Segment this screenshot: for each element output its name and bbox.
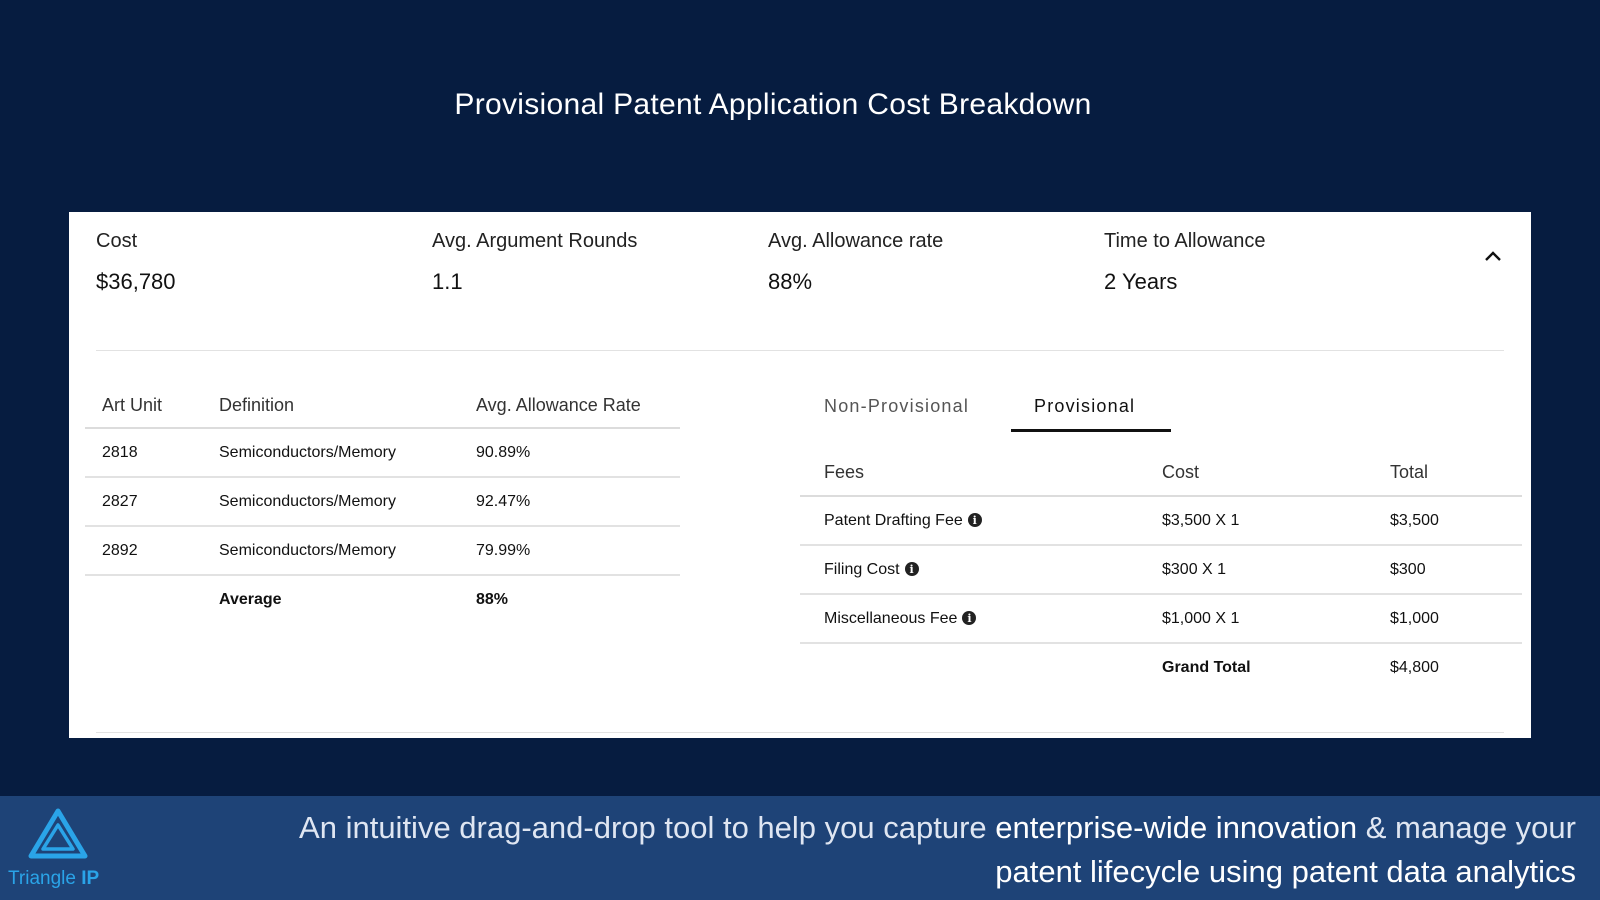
table-header-row: Art Unit Definition Avg. Allowance Rate <box>85 384 680 429</box>
table-row: Filing Cost i $300 X 1 $300 <box>800 545 1522 595</box>
stat-argument-rounds: Avg. Argument Rounds 1.1 <box>432 230 752 295</box>
table-header-row: Fees Cost Total <box>800 450 1522 497</box>
empty-cell <box>800 643 1138 692</box>
fee-panel: Non-Provisional Provisional Fees Cost To… <box>800 384 1522 692</box>
table-row: 2818 Semiconductors/Memory 90.89% <box>85 428 680 478</box>
logo-suffix: IP <box>81 868 100 889</box>
tagline-highlight: patent lifecycle using patent data analy… <box>995 854 1576 889</box>
stat-label: Cost <box>96 230 138 252</box>
chevron-up-icon <box>1485 251 1501 261</box>
divider <box>96 732 1504 733</box>
column-header: Art Unit <box>85 384 202 429</box>
stat-time-to-allowance: Time to Allowance 2 Years <box>1104 230 1424 295</box>
average-label: Average <box>219 591 282 608</box>
stat-value: $36,780 <box>96 269 176 294</box>
table-row: Patent Drafting Fee i $3,500 X 1 $3,500 <box>800 496 1522 546</box>
fee-cost-cell: $300 X 1 <box>1138 545 1366 595</box>
fee-name: Filing Cost <box>824 560 900 578</box>
fee-total-cell: $1,000 <box>1366 594 1522 644</box>
column-header: Definition <box>202 384 459 429</box>
tagline-highlight: enterprise-wide innovation <box>995 810 1358 845</box>
tab-non-provisional[interactable]: Non-Provisional <box>824 396 970 416</box>
allowance-rate-cell: 90.89% <box>459 428 680 478</box>
grand-total-label: Grand Total <box>1162 659 1251 676</box>
fee-cost-cell: $3,500 X 1 <box>1138 496 1366 546</box>
art-unit-table: Art Unit Definition Avg. Allowance Rate … <box>85 384 680 624</box>
stat-label: Avg. Argument Rounds <box>432 230 638 252</box>
stat-value: 1.1 <box>432 269 463 294</box>
logo-name: Triangle <box>8 868 76 889</box>
column-header: Avg. Allowance Rate <box>459 384 680 429</box>
stat-cost: Cost $36,780 <box>96 230 416 295</box>
triangle-logo-icon <box>28 808 88 859</box>
divider <box>96 350 1504 351</box>
average-row: Average 88% <box>85 575 680 624</box>
allowance-rate-cell: 79.99% <box>459 526 680 576</box>
fee-name: Miscellaneous Fee <box>824 609 958 627</box>
fee-cost-cell: $1,000 X 1 <box>1138 594 1366 644</box>
column-header: Fees <box>800 450 1138 497</box>
info-icon[interactable]: i <box>904 562 919 577</box>
stat-label: Time to Allowance <box>1104 230 1266 252</box>
filing-type-tabs: Non-Provisional Provisional <box>800 384 1522 432</box>
logo-text: Triangle IP <box>8 868 99 890</box>
definition-cell: Semiconductors/Memory <box>202 477 459 527</box>
fee-name: Patent Drafting Fee <box>824 511 963 529</box>
average-value: 88% <box>476 591 509 608</box>
tagline: An intuitive drag-and-drop tool to help … <box>256 806 1576 894</box>
fee-name-cell: Filing Cost i <box>800 545 1138 595</box>
tab-provisional[interactable]: Provisional <box>1011 384 1171 432</box>
summary-stats: Cost $36,780 Avg. Argument Rounds 1.1 Av… <box>96 230 1504 310</box>
fee-table: Fees Cost Total Patent Drafting Fee i $3,… <box>800 450 1522 692</box>
fee-name-cell: Patent Drafting Fee i <box>800 496 1138 546</box>
table-row: 2892 Semiconductors/Memory 79.99% <box>85 526 680 576</box>
info-icon[interactable]: i <box>967 513 982 528</box>
tagline-part: & manage your <box>1357 810 1576 845</box>
grand-total-row: Grand Total $4,800 <box>800 643 1522 692</box>
footer-banner: Triangle IP An intuitive drag-and-drop t… <box>0 796 1600 900</box>
grand-total-value: $4,800 <box>1390 659 1439 676</box>
page-title: Provisional Patent Application Cost Brea… <box>454 88 1092 121</box>
column-header: Cost <box>1138 450 1366 497</box>
table-row: 2827 Semiconductors/Memory 92.47% <box>85 477 680 527</box>
stat-allowance-rate: Avg. Allowance rate 88% <box>768 230 1088 295</box>
definition-cell: Semiconductors/Memory <box>202 526 459 576</box>
cost-breakdown-card: Cost $36,780 Avg. Argument Rounds 1.1 Av… <box>69 212 1531 738</box>
allowance-rate-cell: 92.47% <box>459 477 680 527</box>
column-header: Total <box>1366 450 1522 497</box>
art-unit-cell: 2827 <box>85 477 202 527</box>
fee-total-cell: $300 <box>1366 545 1522 595</box>
stat-value: 88% <box>768 269 813 294</box>
logo: Triangle IP <box>8 808 118 892</box>
collapse-button[interactable] <box>1479 242 1507 270</box>
info-icon[interactable]: i <box>962 611 977 626</box>
definition-cell: Semiconductors/Memory <box>202 428 459 478</box>
tagline-part: An intuitive drag-and-drop tool to help … <box>299 810 996 845</box>
stat-label: Avg. Allowance rate <box>768 230 944 252</box>
art-unit-cell: 2818 <box>85 428 202 478</box>
fee-name-cell: Miscellaneous Fee i <box>800 594 1138 644</box>
art-unit-cell: 2892 <box>85 526 202 576</box>
empty-cell <box>85 575 202 624</box>
table-row: Miscellaneous Fee i $1,000 X 1 $1,000 <box>800 594 1522 644</box>
fee-total-cell: $3,500 <box>1366 496 1522 546</box>
stat-value: 2 Years <box>1104 269 1178 294</box>
